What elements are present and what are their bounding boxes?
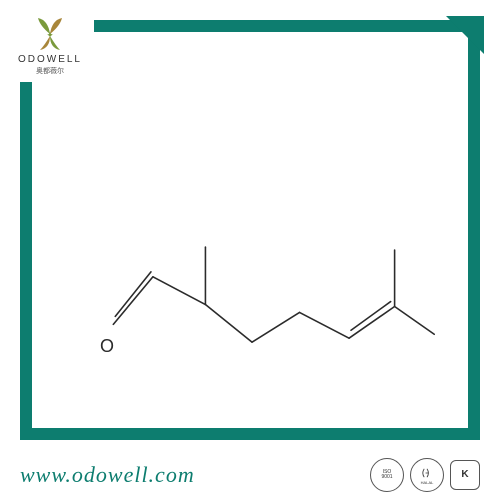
badge-halal: HALAL <box>410 458 444 492</box>
atom-label-oxygen: O <box>100 336 114 357</box>
website-url[interactable]: www.odowell.com <box>20 462 370 488</box>
content-frame: O <box>20 20 480 440</box>
svg-text:✦: ✦ <box>46 30 54 40</box>
badge-kosher: K <box>450 460 480 490</box>
certification-badges: ISO9001HALALK <box>370 458 480 492</box>
brand-subtitle: 奥都薇尔 <box>36 66 64 76</box>
frame-corner-accent <box>446 16 484 54</box>
footer: www.odowell.com ISO9001HALALK <box>0 450 500 500</box>
logo-leaf-icon: ✦ <box>30 16 70 52</box>
badge-iso: ISO9001 <box>370 458 404 492</box>
molecule-diagram: O <box>42 92 458 418</box>
brand-name: ODOWELL <box>18 54 82 65</box>
brand-logo: ✦ ODOWELL 奥都薇尔 <box>6 10 94 82</box>
